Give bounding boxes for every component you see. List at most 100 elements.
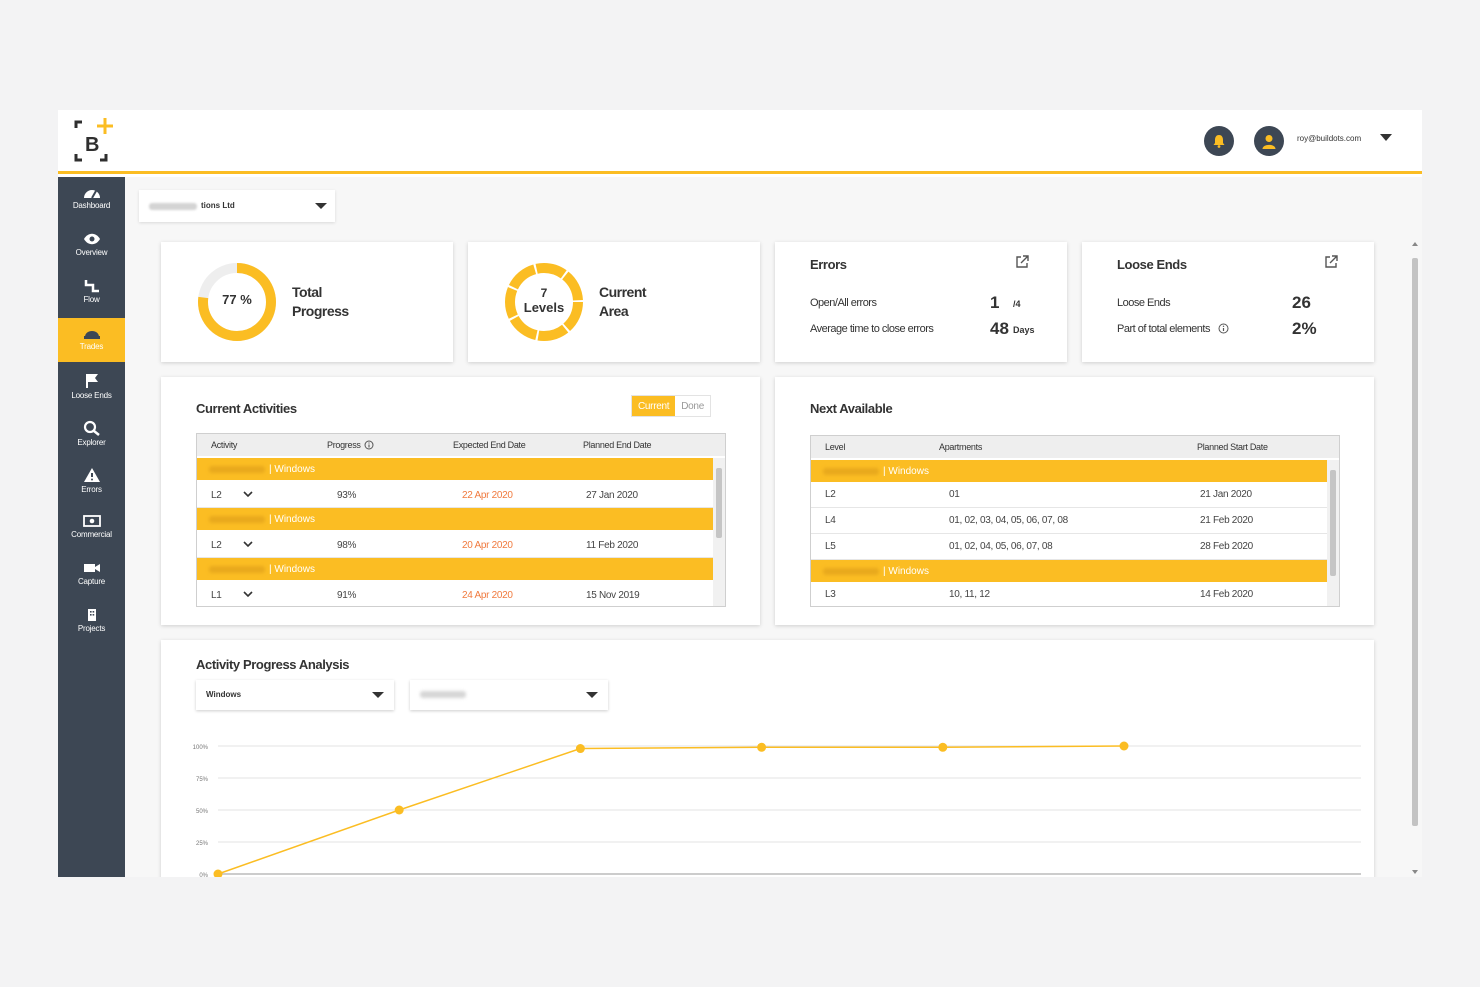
user-icon [1262,135,1276,149]
sidebar-item-flow[interactable]: Flow [58,271,125,315]
column-progress[interactable]: Progress [327,440,453,450]
cell-planned: 27 Jan 2020 [586,490,638,501]
company-name: tions Ltd [201,201,235,210]
sidebar-item-label: Commercial [71,530,112,539]
chevron-down-icon [243,541,253,548]
external-link-icon[interactable] [1324,255,1338,269]
chevron-down-icon [372,692,384,698]
group-row: | Windows [811,560,1327,582]
progress-value: 77 % [222,292,252,307]
page-scrollbar[interactable] [1408,240,1422,877]
progress-line-chart: 100% 75% 50% 25% 0% [193,741,1361,877]
progress-donut [198,263,276,341]
current-activities-table: Activity Progress Expected End Date Plan… [196,433,726,607]
external-link-icon[interactable] [1015,255,1029,269]
notifications-button[interactable] [1204,126,1234,156]
cell-planned: 11 Feb 2020 [586,540,639,551]
area-label-line2: Area [599,303,629,319]
analysis-title: Activity Progress Analysis [196,657,350,672]
warning-icon [83,468,100,482]
company-select[interactable]: tions Ltd [139,190,335,222]
group-trade: | Windows [269,563,315,575]
info-icon[interactable] [1218,323,1229,334]
cell-progress: 93% [337,490,357,501]
sidebar-item-loose-ends[interactable]: Loose Ends [58,365,125,409]
errors-avg-label: Average time to close errors [810,323,934,335]
tab-current[interactable]: Current [632,396,676,416]
expand-toggle[interactable] [243,590,337,601]
progress-label-line2: Progress [292,303,349,319]
column-apartments: Apartments [939,442,983,452]
user-email[interactable]: roy@buildots.com [1297,134,1362,143]
cell-expected: 20 Apr 2020 [462,540,513,551]
sidebar-item-label: Errors [81,485,102,494]
cell-level: L4 [825,515,836,526]
sidebar-item-commercial[interactable]: Commercial [58,506,125,550]
sidebar-item-overview[interactable]: Overview [58,224,125,268]
buildots-logo[interactable]: B [72,118,116,164]
errors-open-label: Open/All errors [810,297,877,309]
scrollbar-thumb[interactable] [1330,470,1336,576]
table-body: | Windows L2 01 21 Jan 2020 L4 01, 02, 0… [811,460,1327,606]
table-scrollbar[interactable] [713,458,725,606]
chevron-down-icon [243,591,253,598]
data-point [394,805,404,815]
y-tick-label: 75% [196,777,209,783]
sidebar-item-capture[interactable]: Capture [58,553,125,597]
table-body: | Windows L2 93% 22 Apr 2020 27 Jan 2020… [197,458,713,606]
loose-ends-card: Loose Ends Loose Ends 26 Part of total e… [1082,242,1374,362]
bell-icon [1213,135,1225,148]
cell-level: L2 [211,490,222,501]
level-select-redacted [420,691,466,698]
user-avatar[interactable] [1254,126,1284,156]
cell-level: L3 [825,589,836,600]
column-expected-end-date: Expected End Date [453,440,526,450]
data-point [213,869,223,877]
y-tick-label: 100% [193,745,209,751]
table-row: L2 01 21 Jan 2020 [811,482,1327,508]
loose-ends-part-label: Part of total elements [1117,323,1210,335]
chevron-down-icon[interactable] [1379,132,1393,144]
page-scrollbar-thumb [1412,258,1418,826]
scrollbar-thumb[interactable] [716,468,722,538]
cell-planned: 15 Nov 2019 [586,590,640,601]
trade-select[interactable]: Windows [196,680,394,710]
column-progress-label: Progress [327,440,361,450]
cell-apartments: 01, 02, 04, 05, 06, 07, 08 [949,541,1053,552]
table-row[interactable]: L2 98% 20 Apr 2020 11 Feb 2020 [197,534,713,558]
sidebar-item-explorer[interactable]: Explorer [58,412,125,456]
cell-apartments: 10, 11, 12 [949,589,990,600]
loose-ends-value: 26 [1292,293,1311,312]
data-point [757,742,767,752]
redacted-text [209,515,265,523]
expand-toggle[interactable] [243,540,337,551]
cell-progress: 98% [337,540,357,551]
sidebar-item-trades[interactable]: Trades [58,318,125,362]
expand-toggle[interactable] [243,490,337,501]
info-icon[interactable] [364,440,374,450]
column-planned-start-date: Planned Start Date [1197,442,1268,452]
cell-progress: 91% [337,590,357,601]
area-label-line1: Current [599,284,647,300]
table-row[interactable]: L2 93% 22 Apr 2020 27 Jan 2020 [197,484,713,508]
redacted-text [823,567,879,575]
app-window: B roy@buildots.com Dashboard Overview Fl… [58,110,1422,877]
sidebar-item-label: Capture [77,577,106,586]
current-done-toggle: Current Done [631,395,711,417]
sidebar-item-errors[interactable]: Errors [58,459,125,503]
cell-apartments: 01 [949,489,960,500]
cell-apartments: 01, 02, 03, 04, 05, 06, 07, 08 [949,515,1068,526]
sidebar-item-dashboard[interactable]: Dashboard [58,177,125,221]
top-bar: B roy@buildots.com [58,110,1422,174]
column-planned-end-date: Planned End Date [583,440,652,450]
level-select[interactable] [410,680,608,710]
main-content: tions Ltd 77 % Total Progress 7 Levels C… [125,177,1422,877]
table-row[interactable]: L1 91% 24 Apr 2020 15 Nov 2019 [197,584,713,606]
next-available-card: Next Available Level Apartments Planned … [775,377,1374,625]
sidebar-item-projects[interactable]: Projects [58,600,125,644]
tab-done[interactable]: Done [681,401,704,412]
errors-open-value: 1 [990,293,1000,312]
sidebar-item-label: Projects [77,624,106,633]
sidebar-item-label: Overview [75,248,108,257]
table-scrollbar[interactable] [1327,460,1339,606]
